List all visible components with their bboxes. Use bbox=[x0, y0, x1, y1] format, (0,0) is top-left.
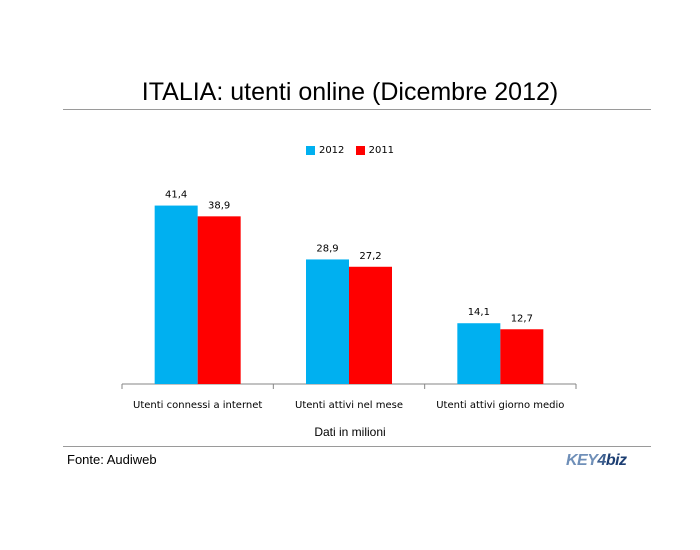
x-tick-label-1: Utenti connessi a internet bbox=[133, 400, 262, 411]
x-tick-label-2: Utenti attivi nel mese bbox=[295, 400, 403, 411]
chart-title: ITALIA: utenti online (Dicembre 2012) bbox=[141, 78, 559, 106]
legend-swatch-2012 bbox=[305, 146, 315, 155]
data-label-2012-3: 14,1 bbox=[468, 307, 490, 318]
bottom-divider bbox=[63, 446, 651, 447]
bar-2011-3 bbox=[500, 329, 544, 384]
data-label-2012-1: 41,4 bbox=[165, 190, 187, 201]
legend-swatch-2011 bbox=[355, 146, 365, 155]
bar-2012-2 bbox=[306, 259, 349, 384]
legend-label-2012: 2012 bbox=[318, 145, 345, 156]
bar-2011-2 bbox=[349, 266, 392, 384]
top-divider bbox=[63, 109, 651, 110]
bar-2012-1 bbox=[154, 205, 198, 384]
bar-2012-3 bbox=[457, 323, 501, 384]
data-label-2011-2: 27,2 bbox=[359, 251, 381, 262]
bar-2011-1 bbox=[197, 216, 241, 384]
data-label-2011-3: 12,7 bbox=[511, 313, 533, 324]
data-label-2011-1: 38,9 bbox=[208, 200, 230, 211]
key4biz-logo: KEY4biz bbox=[566, 452, 627, 469]
legend-label-2011: 2011 bbox=[368, 145, 395, 156]
source-note: Fonte: Audiweb bbox=[67, 452, 157, 467]
legend-item-2012: 2012 bbox=[305, 145, 345, 156]
x-tick-label-3: Utenti attivi giorno medio bbox=[436, 400, 564, 411]
data-label-2012-2: 28,9 bbox=[316, 243, 338, 254]
legend: 2012 2011 bbox=[0, 145, 700, 158]
x-axis-title: Dati in milioni bbox=[314, 425, 386, 439]
legend-item-2011: 2011 bbox=[355, 145, 395, 156]
